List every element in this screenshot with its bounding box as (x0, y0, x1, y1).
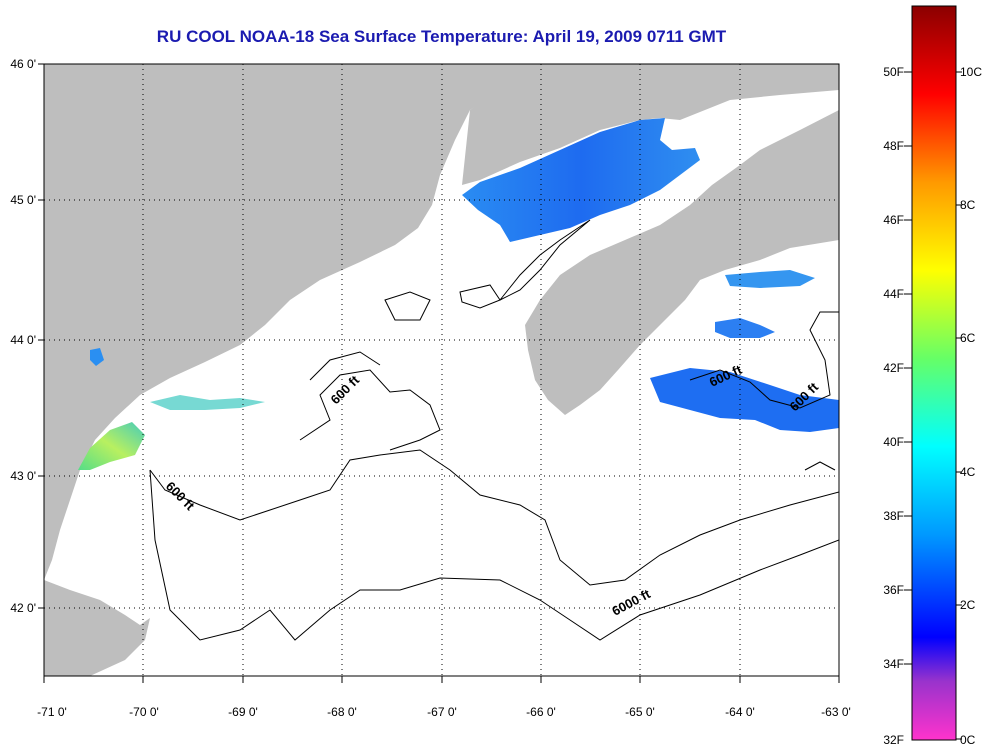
lon-label-63: -63 0' (821, 705, 851, 719)
lon-label-71: -71 0' (37, 705, 67, 719)
sst-coastal-strip (150, 395, 265, 410)
lon-label-69: -69 0' (228, 705, 258, 719)
cb-c-6: 6C (960, 331, 976, 345)
lon-label-64: -64 0' (725, 705, 755, 719)
sst-small-patch (90, 348, 104, 366)
cb-f-34: 34F (883, 657, 904, 671)
land-cape-cod (44, 580, 150, 676)
bathymetry-contours (149, 219, 839, 641)
cb-f-38: 38F (883, 509, 904, 523)
cb-f-48: 48F (883, 139, 904, 153)
land-new-england (44, 64, 520, 580)
cb-f-36: 36F (883, 583, 904, 597)
land-nova-scotia (525, 110, 839, 415)
lat-labels: 46 0' 45 0' 44 0' 43 0' 42 0' (10, 57, 36, 615)
cb-c-2: 2C (960, 598, 976, 612)
lat-label-44: 44 0' (10, 333, 36, 347)
lon-label-70: -70 0' (129, 705, 159, 719)
cb-c-10: 10C (960, 65, 982, 79)
colorbar-f-labels: 50F 48F 46F 44F 42F 40F 38F 36F 34F 32F (883, 65, 904, 747)
map-title: RU COOL NOAA-18 Sea Surface Temperature:… (156, 27, 727, 46)
colorbar-c-labels: 10C 8C 6C 4C 2C 0C (960, 65, 982, 747)
lat-label-45: 45 0' (10, 193, 36, 207)
cb-f-50: 50F (883, 65, 904, 79)
land-new-brunswick (462, 64, 839, 185)
lon-label-67: -67 0' (427, 705, 457, 719)
cb-f-40: 40F (883, 435, 904, 449)
colorbar (911, 5, 957, 741)
lat-label-43: 43 0' (10, 469, 36, 483)
cb-f-44: 44F (883, 287, 904, 301)
cb-f-42: 42F (883, 361, 904, 375)
cb-f-46: 46F (883, 213, 904, 227)
axis-ticks (38, 63, 840, 683)
sst-scotian-patch (715, 318, 775, 338)
lon-label-66: -66 0' (526, 705, 556, 719)
lon-label-65: -65 0' (625, 705, 655, 719)
colorbar-ticks (904, 71, 962, 740)
lat-label-46: 46 0' (10, 57, 36, 71)
sst-scotian-strip (725, 270, 815, 288)
lon-label-68: -68 0' (327, 705, 357, 719)
cb-f-32: 32F (883, 733, 904, 747)
lon-labels: -71 0' -70 0' -69 0' -68 0' -67 0' -66 0… (37, 705, 851, 719)
graticule (44, 64, 839, 676)
cb-c-0: 0C (960, 733, 976, 747)
sst-scotian-shelf (650, 368, 839, 432)
lat-label-42: 42 0' (10, 601, 36, 615)
cb-c-4: 4C (960, 465, 976, 479)
cb-c-8: 8C (960, 198, 976, 212)
sst-coastal-maine (78, 422, 145, 470)
